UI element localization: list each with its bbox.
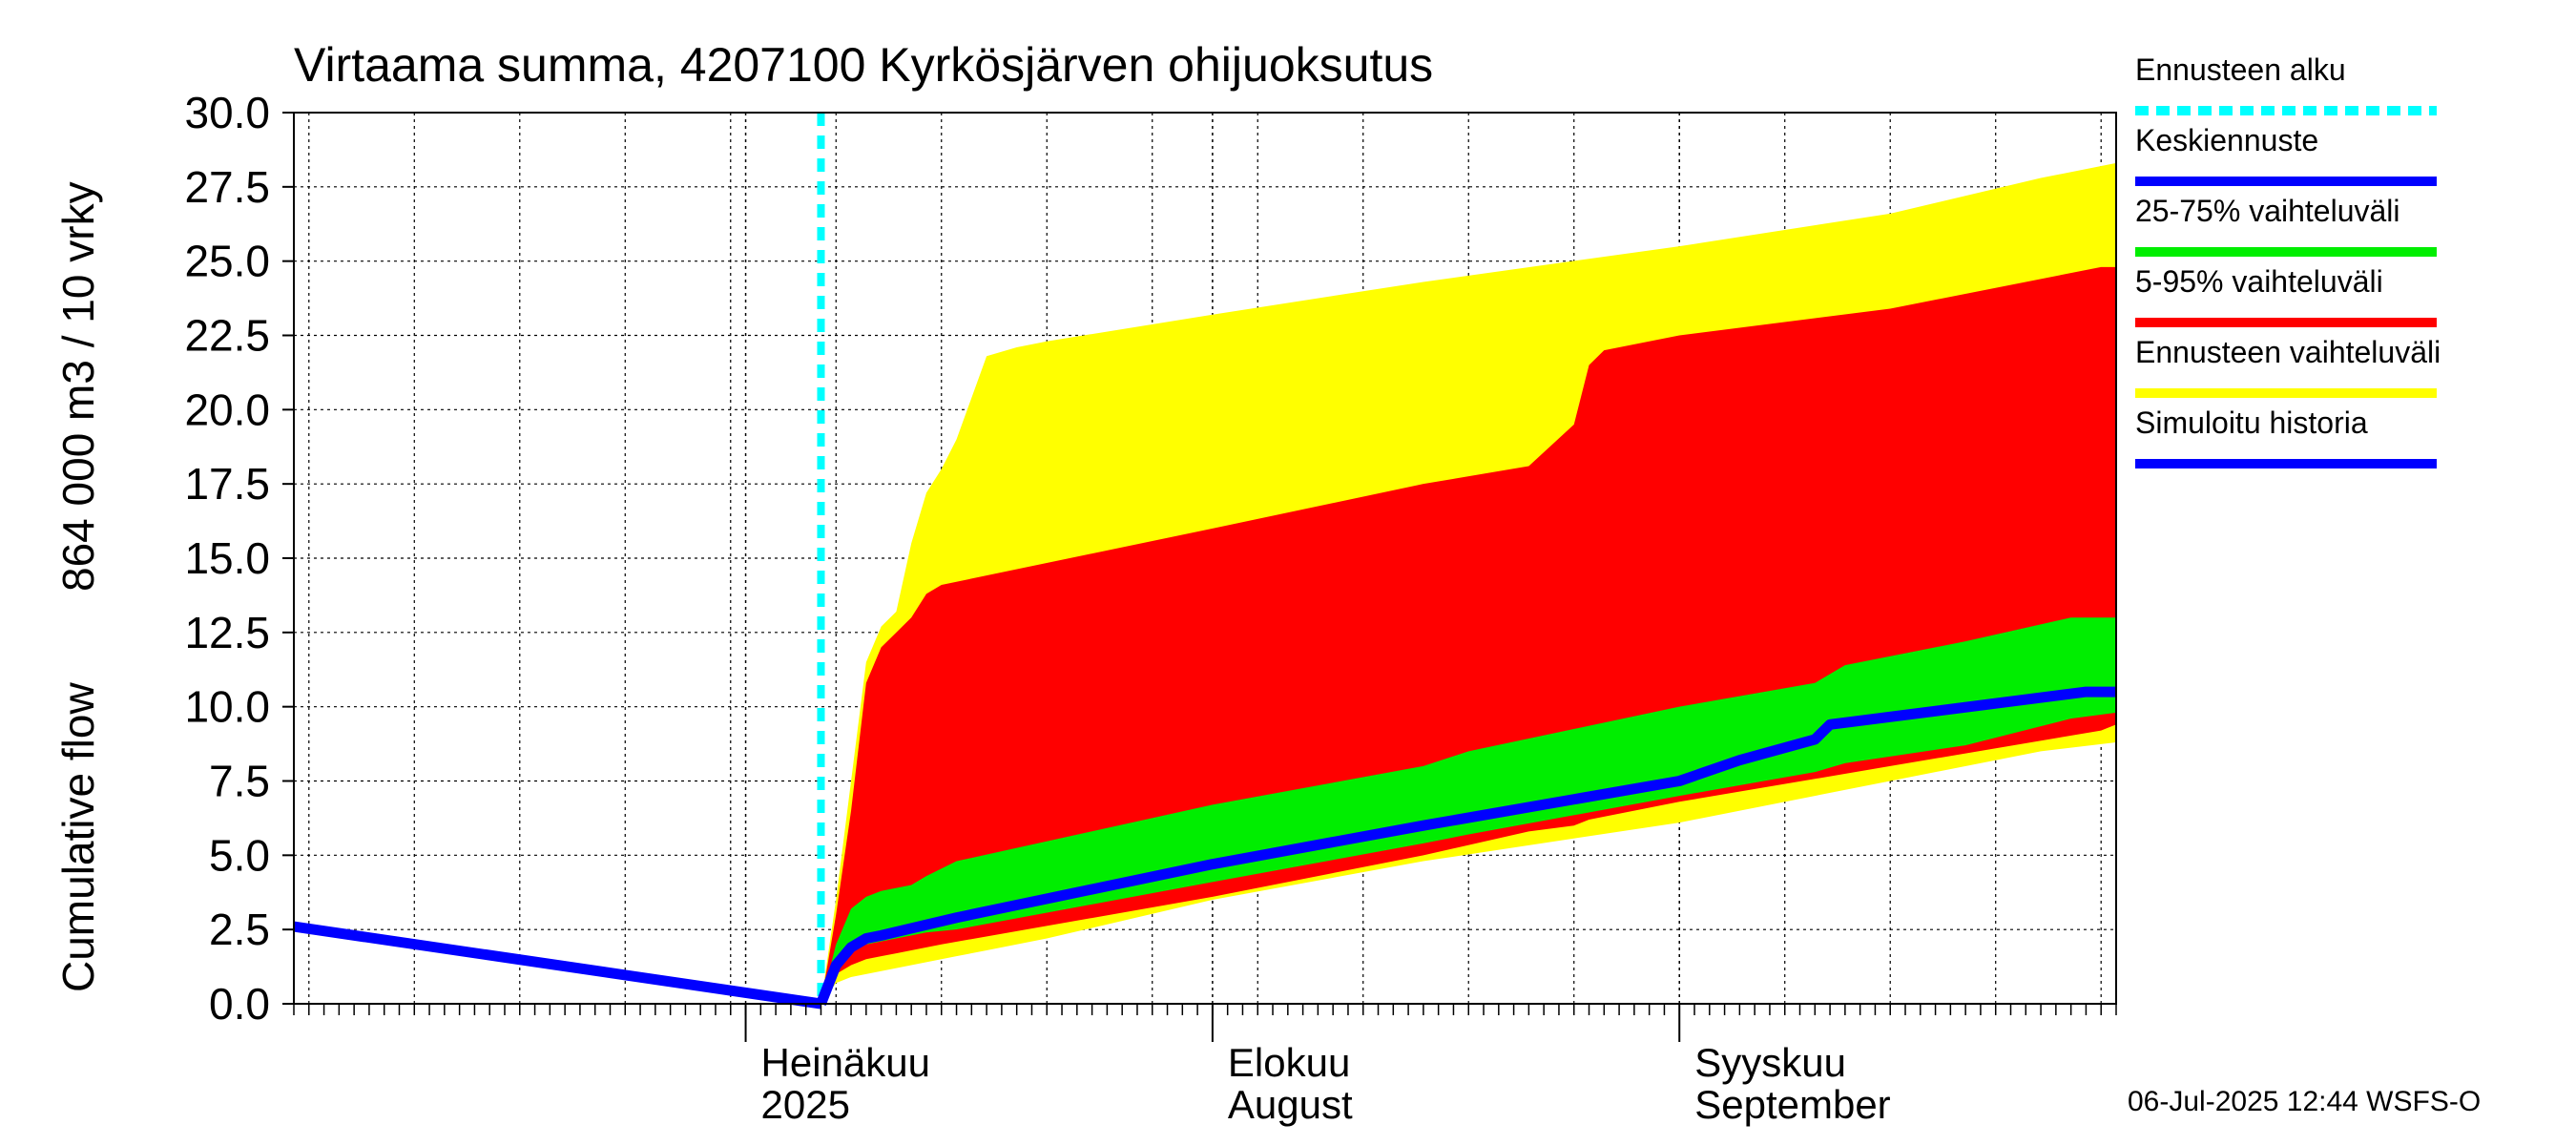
axes (282, 112, 2117, 1042)
legend-label: 5-95% vaihteluväli (2135, 264, 2383, 299)
legend-label: Ennusteen vaihteluväli (2135, 335, 2441, 369)
legend: Ennusteen alku Keskiennuste 25-75% vaihtel… (2135, 52, 2441, 468)
y-tick-label: 10.0 (184, 682, 270, 732)
x-tick-label-sub: August (1228, 1082, 1353, 1127)
plot-frame (293, 112, 2117, 1005)
series-layer (293, 113, 2117, 1010)
y-tick-label: 15.0 (184, 533, 270, 583)
y-axis-label: Cumulative flow 864 000 m3 / 10 vrky (53, 181, 103, 992)
y-tick-label: 2.5 (209, 905, 270, 954)
y-tick-label: 25.0 (184, 237, 270, 286)
y-axis-label-line-1: Cumulative flow (53, 682, 103, 992)
legend-label: 25-75% vaihteluväli (2135, 194, 2400, 228)
x-tick-label-month: Elokuu (1228, 1040, 1350, 1085)
y-axis-label-line-2: 864 000 m3 / 10 vrky (53, 181, 103, 592)
x-tick-label-sub: 2025 (761, 1082, 850, 1127)
chart-title: Virtaama summa, 4207100 Kyrkösjärven ohi… (294, 38, 1433, 92)
y-tick-label: 17.5 (184, 459, 270, 509)
y-tick-label: 22.5 (184, 311, 270, 361)
y-tick-label: 20.0 (184, 385, 270, 434)
line-keskiennuste (816, 686, 2116, 1006)
y-tick-label: 0.0 (209, 979, 270, 1029)
legend-label: Simuloitu historia (2135, 406, 2368, 440)
y-tick-labels: 0.0 2.5 5.0 7.5 10.0 12.5 15.0 17.5 20.0 22.5 25.0… (184, 88, 270, 1029)
y-tick-label: 30.0 (184, 88, 270, 137)
y-tick-label: 5.0 (209, 830, 270, 880)
x-tick-label-sub: September (1694, 1082, 1890, 1127)
y-tick-label: 27.5 (184, 162, 270, 212)
band-5-95-vaihteluv-li (821, 266, 2117, 1005)
legend-label: Ennusteen alku (2135, 52, 2346, 87)
line-simuloitu-historia (293, 921, 822, 1010)
legend-label: Keskiennuste (2135, 123, 2318, 157)
timestamp-footer: 06-Jul-2025 12:44 WSFS-O (2128, 1086, 2481, 1117)
y-tick-label: 7.5 (209, 757, 270, 806)
band-25-75-vaihteluv-li (821, 617, 2117, 1004)
x-tick-label-month: Heinäkuu (761, 1040, 930, 1085)
y-tick-label: 12.5 (184, 608, 270, 657)
x-tick-label-month: Syyskuu (1694, 1040, 1846, 1085)
